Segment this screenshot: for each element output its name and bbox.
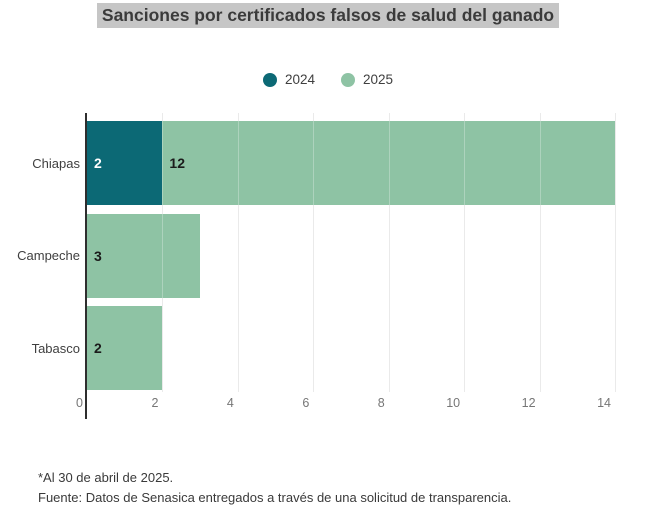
chart-footnote: *Al 30 de abril de 2025. [38,470,174,485]
grid-line-overlay [464,113,466,392]
grid-line [464,113,466,392]
value-label: 2 [94,155,102,171]
category-label-campeche: Campeche [17,248,80,263]
category-label-chiapas: Chiapas [32,155,80,171]
chart-source: Fuente: Datos de Senasica entregados a t… [38,490,512,505]
grid-line-overlay [388,113,390,392]
x-tick-label-4: 4 [226,396,234,410]
value-label: 12 [169,155,185,171]
x-tick-label-14: 14 [597,396,611,410]
grid-line-overlay [313,113,315,392]
grid-line [313,113,315,392]
legend-swatch-2024-icon [262,72,277,87]
legend-label-2025: 2025 [363,72,394,87]
bar-segment-2025-tabasco: 2 [87,306,163,390]
grid-line-overlay [615,113,616,392]
category-label-tabasco: Tabasco [31,340,80,356]
value-label: 2 [94,340,102,356]
grid-line-overlay [539,113,541,392]
x-tick-label-12: 12 [521,396,536,410]
x-tick-label-8: 8 [377,396,385,410]
title-row: Sanciones por certificados falsos de sal… [0,3,656,28]
x-tick-label-6: 6 [302,396,310,410]
bar-segment-2025-campeche: 3 [87,213,201,298]
grid-line [237,113,239,392]
bar-segment-2025-chiapas: 12 [162,121,615,205]
grid-line [539,113,541,392]
value-label: 3 [94,247,102,264]
grid-line-overlay [162,113,164,392]
chart-title: Sanciones por certificados falsos de sal… [96,3,560,28]
grid-line-overlay [237,113,239,392]
legend-item-2025: 2025 [341,72,393,87]
x-tick-label-2: 2 [151,396,159,410]
grid-line [615,113,616,392]
legend-swatch-2025-icon [341,72,355,87]
bar-segment-2024-chiapas: 2 [87,121,163,205]
legend-label-2024: 2024 [284,72,315,87]
legend: 2024 2025 [0,72,656,87]
x-tick-label-0: 0 [76,396,83,410]
grid-line [388,113,390,392]
x-tick-label-10: 10 [446,396,461,410]
legend-item-2024: 2024 [262,72,315,87]
y-axis-line [85,113,87,419]
